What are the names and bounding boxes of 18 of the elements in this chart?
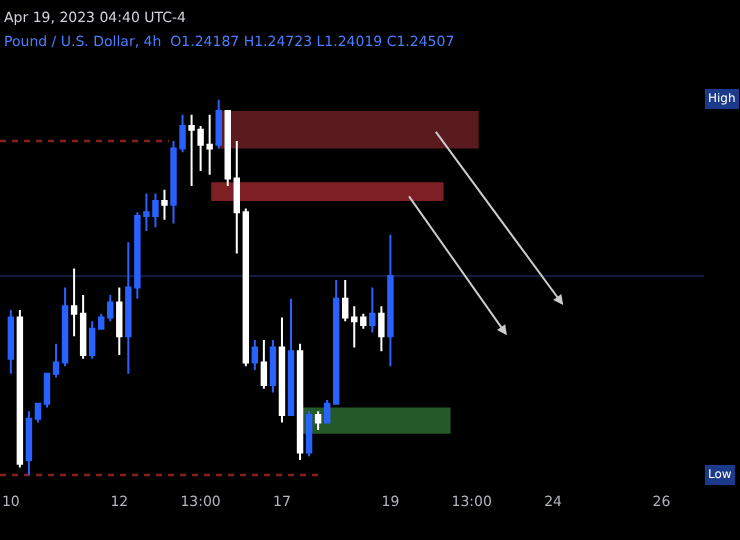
candlestick xyxy=(378,305,385,353)
candlestick xyxy=(161,188,168,221)
candlestick xyxy=(251,338,259,371)
candlestick xyxy=(7,308,15,375)
candlestick xyxy=(88,320,96,360)
candlestick xyxy=(25,410,33,476)
candlestick xyxy=(369,286,376,334)
candlestick xyxy=(305,410,313,458)
candlestick xyxy=(269,338,277,394)
candlestick xyxy=(16,308,24,469)
candlestick xyxy=(215,98,222,150)
candlestick xyxy=(116,286,123,356)
candlestick xyxy=(278,316,286,424)
candlestick xyxy=(387,233,394,368)
candlestick xyxy=(296,342,304,461)
candlestick xyxy=(260,338,268,390)
candlestick xyxy=(287,297,295,416)
candlestick xyxy=(314,410,322,431)
